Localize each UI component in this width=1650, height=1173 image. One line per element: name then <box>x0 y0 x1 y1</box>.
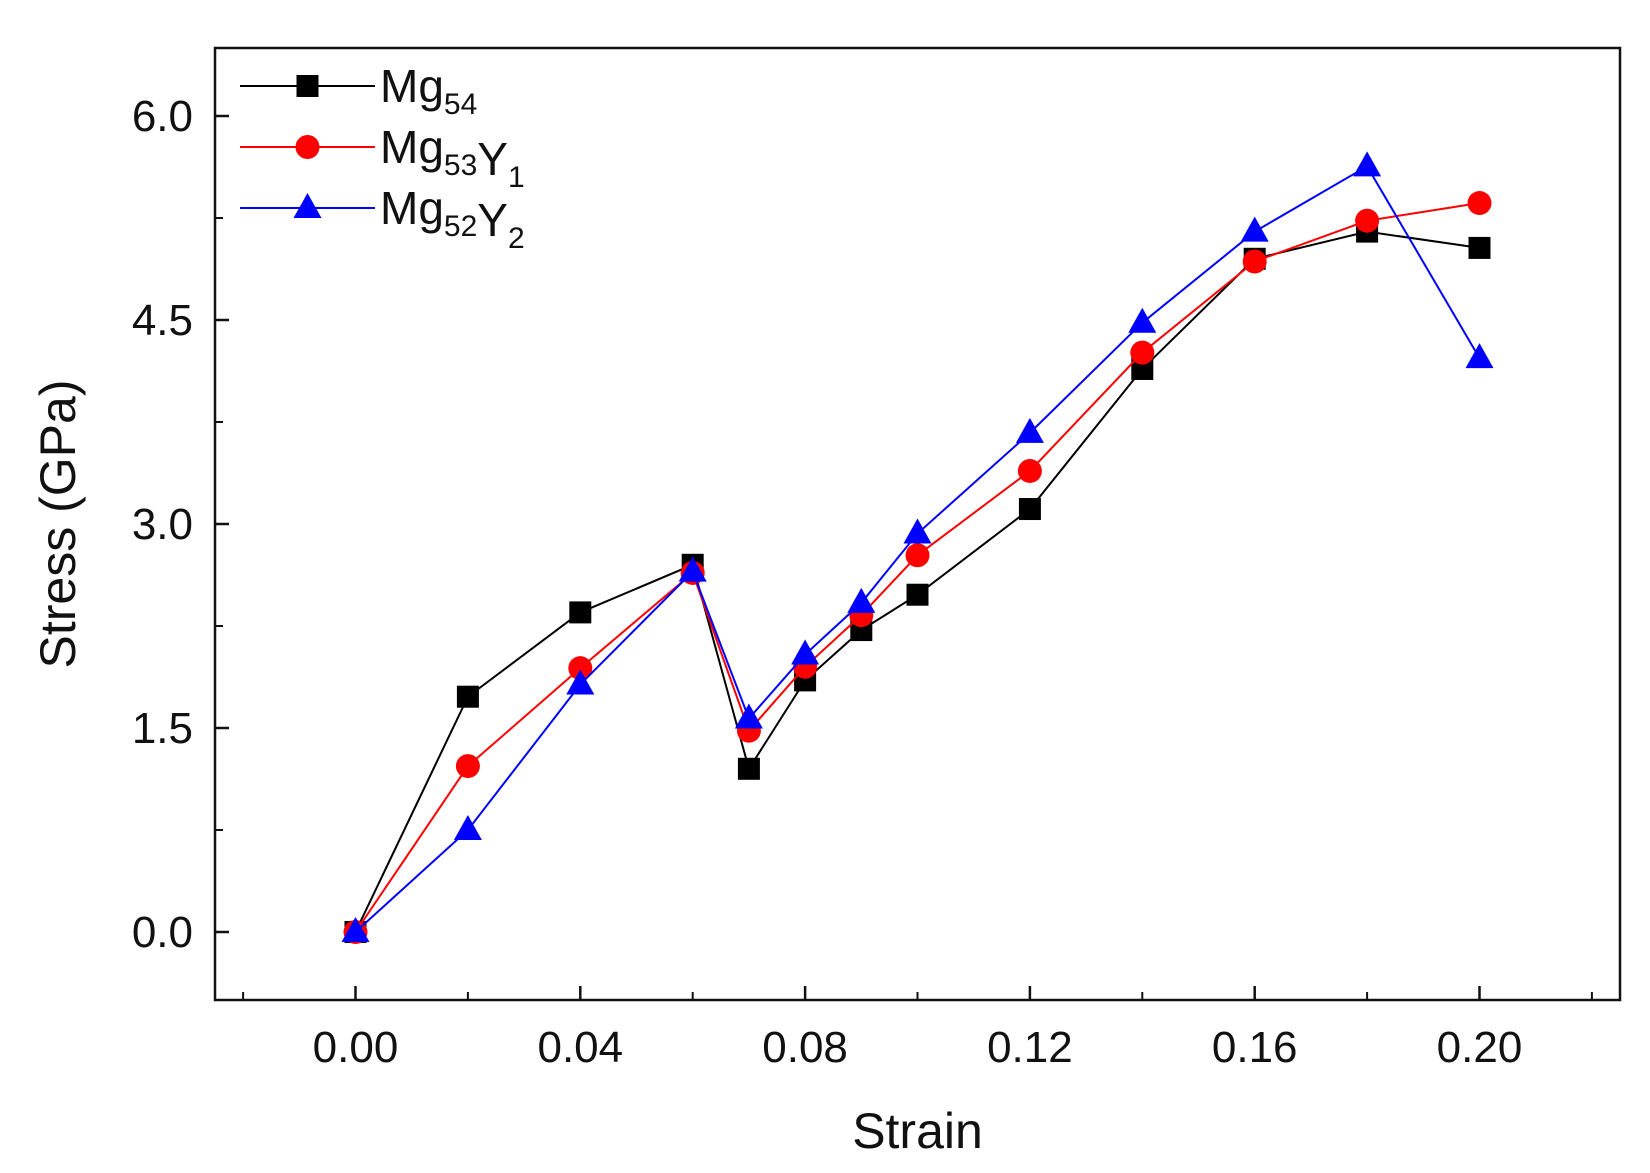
legend-label-subscript: 54 <box>444 88 477 121</box>
data-point <box>791 639 820 665</box>
y-tick-label: 3.0 <box>132 500 193 549</box>
data-point <box>1353 151 1382 177</box>
data-point <box>906 583 929 606</box>
data-point <box>1240 216 1269 242</box>
y-tick-label: 1.5 <box>132 704 193 753</box>
legend-label-subscript: 53 <box>444 149 477 182</box>
data-point <box>903 518 932 544</box>
legend-label-main: Mg <box>380 121 444 173</box>
x-axis-title: Strain <box>852 1103 983 1159</box>
plot-area: 0.0 1.5 3.0 4.5 6.0 0.00 0.04 0.08 0.12 0.16 0.20 S… <box>30 46 1622 1159</box>
legend-label-main: Mg <box>380 60 444 112</box>
data-point <box>1018 498 1041 521</box>
data-point <box>905 543 930 568</box>
legend-label: Mg53Y1 <box>380 121 525 194</box>
data-point <box>1015 417 1044 443</box>
data-point <box>568 656 593 681</box>
legend-entry: Mg52Y2 <box>240 182 525 255</box>
y-tick-label: 4.5 <box>132 296 193 345</box>
data-point <box>847 587 876 613</box>
y-tick-label: 0.0 <box>132 908 193 957</box>
legend-label-subscript: 52 <box>444 210 477 243</box>
data-point <box>734 703 763 729</box>
data-point <box>1355 208 1380 233</box>
x-tick-label: 0.12 <box>987 1023 1073 1072</box>
data-point <box>453 815 482 840</box>
y-tick-label: 6.0 <box>132 92 193 141</box>
x-tick-label: 0.16 <box>1212 1023 1298 1072</box>
data-point <box>455 754 480 779</box>
x-tick-label: 0.20 <box>1437 1023 1523 1072</box>
x-tick-label: 0.08 <box>762 1023 848 1072</box>
legend-entry: Mg53Y1 <box>240 121 525 194</box>
data-point <box>1468 236 1491 259</box>
legend-label-main: Y <box>477 133 508 185</box>
legend-marker <box>296 75 319 97</box>
legend-label-main: Y <box>477 194 508 246</box>
data-point <box>1242 249 1267 274</box>
data-point <box>1131 357 1154 380</box>
x-tick-label: 0.04 <box>537 1023 623 1072</box>
legend-label: Mg54 <box>380 60 477 121</box>
legend-entry: Mg54 <box>240 60 477 121</box>
y-axis-title: Stress (GPa) <box>30 380 86 669</box>
legend-label-main: Mg <box>380 182 444 234</box>
data-point <box>1467 191 1492 216</box>
data-point <box>341 917 370 942</box>
series-mg52y2 <box>341 151 1494 942</box>
data-point <box>1130 340 1155 365</box>
data-point <box>1128 307 1157 333</box>
legend-label-subscript: 1 <box>508 161 525 194</box>
data-point <box>1017 458 1042 483</box>
data-point <box>569 601 592 624</box>
legend-marker <box>295 135 320 159</box>
data-point <box>737 757 760 780</box>
x-tick-label: 0.00 <box>313 1023 399 1072</box>
data-point <box>566 669 595 695</box>
data-point <box>1465 343 1494 369</box>
data-point <box>456 685 479 708</box>
legend-label-subscript: 2 <box>508 222 525 255</box>
legend-label: Mg52Y2 <box>380 182 525 255</box>
legend-marker <box>293 193 322 218</box>
data-point <box>678 556 707 582</box>
